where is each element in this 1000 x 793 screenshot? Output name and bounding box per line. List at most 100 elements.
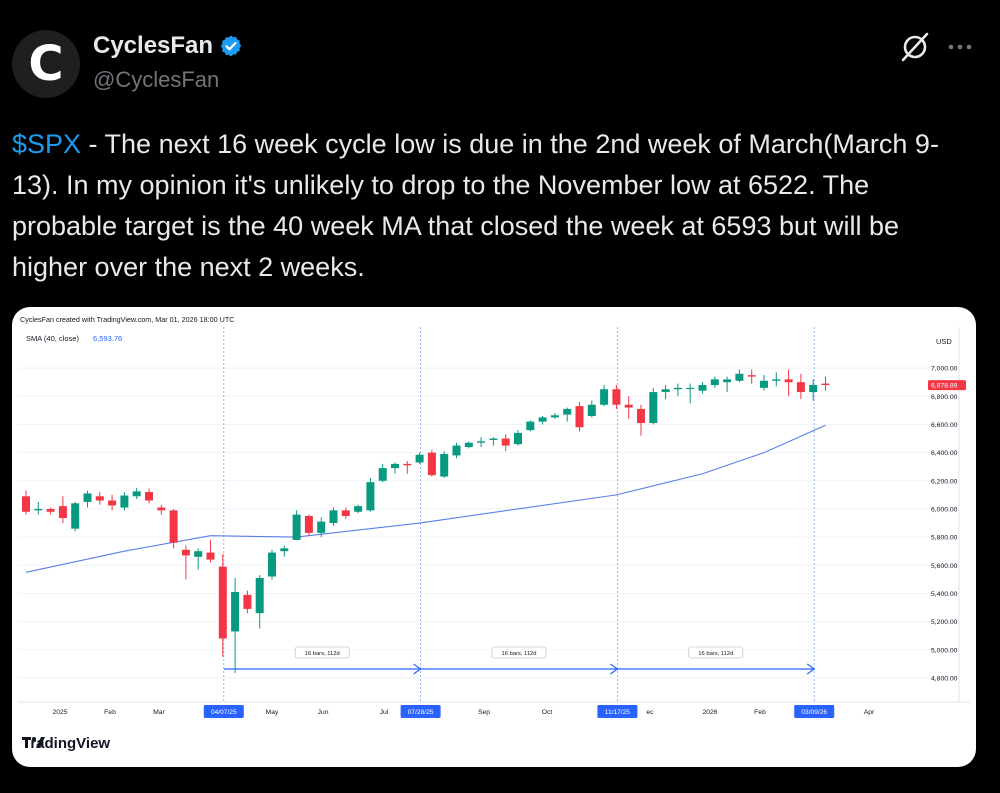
x-tick-label: May [266, 709, 279, 716]
candle-body [120, 495, 129, 508]
last-price-badge [928, 380, 966, 391]
candle-body [501, 438, 510, 446]
candle-body [181, 549, 190, 556]
candle-body [600, 389, 609, 405]
candle-body [747, 375, 756, 377]
cycle-label-box [688, 646, 744, 659]
y-tick-label: 7,000.00 [931, 366, 958, 373]
candle-body [772, 379, 781, 381]
candle-body [587, 404, 596, 416]
candle-body [686, 387, 695, 390]
candle-body [95, 496, 104, 501]
candle-body [317, 521, 326, 533]
candle-body [661, 389, 670, 393]
x-tick-label: Jun [318, 709, 329, 716]
currency-label: USD [936, 337, 952, 346]
candle-body [723, 379, 732, 383]
y-axis: 7,000.00 6,800.00 6,600.00 6,400.00 6,200.00… [928, 366, 966, 682]
author-handle[interactable]: @CyclesFan [93, 67, 220, 92]
candle-body [698, 385, 707, 391]
indicator-label: SMA (40, close) [26, 334, 79, 343]
candles-layer [22, 369, 830, 673]
x-tick-label: Sep [478, 709, 490, 716]
candle-body [194, 551, 203, 557]
x-tick-label: 2025 [52, 709, 67, 716]
y-tick-label: 6,600.00 [931, 422, 958, 429]
candle-body [58, 506, 67, 519]
candle-body [280, 548, 289, 552]
candle-body [83, 493, 92, 502]
indicator-value: 6,593.76 [93, 334, 122, 343]
x-tick-label: Jul [380, 709, 389, 716]
candle-body [415, 454, 424, 463]
y-tick-label: 6,800.00 [931, 394, 958, 401]
x-tick-label: Feb [104, 709, 116, 716]
candle-body [206, 552, 215, 560]
more-options-icon[interactable] [944, 32, 976, 62]
candle-body [354, 506, 363, 512]
highlighted-date-label: 07/28/25 [408, 709, 434, 716]
candle-body [796, 382, 805, 393]
cycle-label: 16 bars, 112d [305, 651, 340, 657]
candle-body [649, 392, 658, 424]
highlighted-date-badge [794, 705, 835, 718]
x-tick-label: 2026 [702, 709, 717, 716]
y-tick-label: 4,800.00 [931, 675, 958, 682]
tradingview-logo: TradingView [22, 735, 111, 752]
chart-header: CyclesFan created with TradingView.com, … [20, 315, 234, 324]
tweet-body: - The next 16 week cycle low is due in t… [12, 129, 939, 282]
x-tick-label: Apr [864, 709, 875, 716]
tweet-text: $SPX - The next 16 week cycle low is due… [12, 124, 977, 288]
candle-body [218, 566, 227, 639]
candle-body [292, 514, 301, 540]
candle-body [403, 463, 412, 466]
candle-body [268, 552, 276, 577]
candle-body [108, 500, 117, 506]
candle-body [489, 438, 498, 440]
grok-icon[interactable] [898, 32, 932, 62]
y-tick-label: 6,400.00 [931, 450, 958, 457]
candle-body [440, 454, 449, 477]
candle-body [526, 421, 535, 431]
last-price-label: 6,878.89 [931, 383, 958, 390]
price-chart: 16 bars, 112d 16 bars, 112d 16 bars, 112d … [18, 315, 970, 718]
candle-body [710, 379, 719, 386]
candle-body [563, 408, 572, 415]
candle-body [231, 592, 240, 632]
candle-body [612, 389, 621, 405]
candle-body [22, 496, 30, 512]
candle-body [452, 445, 461, 456]
candle-body [538, 417, 547, 422]
highlighted-date-badge [597, 705, 638, 718]
cycle-label-box [294, 646, 350, 659]
y-tick-label: 5,400.00 [931, 591, 958, 598]
cycle-label-box [491, 646, 547, 659]
highlighted-date-badge [203, 705, 244, 718]
chart-image-card[interactable]: 16 bars, 112d 16 bars, 112d 16 bars, 112d … [12, 307, 976, 767]
sma-layer [25, 424, 826, 573]
candle-body [132, 491, 141, 497]
candle-body [243, 594, 252, 609]
candle-body [378, 468, 387, 481]
x-axis: 2025FebMarMayJunJulSepOctNoec2026FebApr0… [52, 705, 875, 718]
verified-badge-icon [220, 35, 242, 57]
cashtag-link[interactable]: $SPX [12, 129, 82, 159]
x-tick-label: Mar [153, 709, 165, 716]
cycle-arrow-head [806, 663, 816, 675]
sma-line [25, 424, 826, 573]
highlighted-date-label: 04/07/25 [211, 709, 237, 716]
candle-body [71, 503, 80, 529]
candle-body [34, 508, 43, 511]
candle-body [637, 408, 645, 424]
cycle-label: 16 bars, 112d [698, 651, 733, 657]
candle-body [391, 463, 399, 469]
avatar[interactable]: C [12, 30, 80, 98]
candle-body [735, 373, 744, 381]
chart-grid [18, 367, 959, 679]
author-name[interactable]: CyclesFan [93, 32, 243, 60]
y-tick-label: 5,000.00 [931, 647, 958, 654]
y-tick-label: 5,200.00 [931, 619, 958, 626]
candle-body [809, 385, 818, 393]
x-tick-label: Feb [754, 709, 766, 716]
y-tick-label: 6,000.00 [931, 506, 958, 513]
